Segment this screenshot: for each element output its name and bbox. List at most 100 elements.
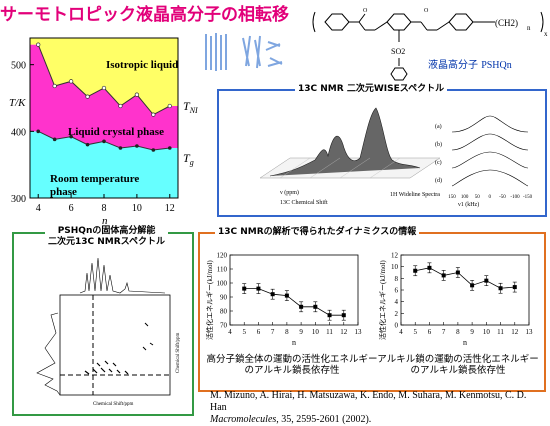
wise-axis-ppm: ν (ppm) [280,189,299,196]
tni-point [52,83,57,89]
liquid-crystal-region [30,44,178,150]
wise-tick-label: 150 [448,195,456,200]
wise-spectrum: ν (ppm) 13C Chemical Shift 1H Wideline S… [259,107,533,208]
room-temperature-region [30,131,178,198]
tg-point [85,142,90,147]
tni-point [36,42,41,47]
isotropic-region [30,38,178,115]
ea-xtick-label: 9 [470,328,474,336]
ea-point [327,313,332,318]
reference: M. Mizuno, A. Hirai, H. Matsuzawa, K. En… [210,390,527,425]
ea-xtick-label: 12 [511,328,519,336]
solid-axis-x: Chemical Shift/ppm [93,402,134,407]
ea-xtick-label: 9 [299,328,303,336]
ea-point [256,286,261,291]
ea-xtick-label: 5 [242,328,246,336]
page-title: サーモトロピック液晶高分子の相転移 [0,5,289,25]
tg-point [151,148,156,152]
ea-point [299,304,304,309]
tg-point [52,137,57,142]
ea-xtick-label: 11 [326,328,333,336]
solid-box-label: PSHQnの固体高分解能 二次元13C NMRスペクトル [45,226,169,248]
ea-point [270,292,275,297]
ea-ytick-label: 70 [220,322,228,330]
wise-trace [451,115,529,133]
ea-xtick-label: 8 [285,328,289,336]
phase-ylabel: T/K [9,97,26,109]
ea-xtick-label: 6 [428,328,432,336]
tni-label: TNI [183,99,198,115]
wise-trace-label: (c) [435,159,442,166]
ea-chart-alkyl: 0 2 4 6 8 10 12 4 5 6 7 8 9 10 11 12 13 活性化エネルギー(kJ/mol… [378,252,534,348]
phase-xtick-label: 12 [165,203,175,214]
ea-left-caption: 高分子鎖全体の運動の活性化エネルギー のアルキル鎖長依存性 [206,354,378,376]
tni-point [68,79,74,84]
ea-xtick-label: 13 [355,328,363,336]
wise-tick-label: -150 [523,195,533,200]
polymer-name: 液晶高分子 PSHQn [428,60,512,71]
ea-point [242,286,247,291]
wise-trace [451,133,529,151]
tni-point [85,94,90,99]
svg-text:O: O [424,8,429,14]
ea-xtick-label: 6 [257,328,261,336]
tg-point [118,146,123,150]
dynamics-box-label: 13C NMRの解析で得られたダイナミクスの情報 [215,227,420,238]
room-label-line1: Room temperature [50,173,139,185]
ea-ytick-label: 110 [217,266,228,274]
ea-xtick-label: 12 [340,328,348,336]
phase-xlabel: n [102,215,108,227]
ea-point [284,293,289,298]
tg-label: Tg [183,151,194,167]
wise-box-label: 13C NMR 二次元WISEスペクトル [295,84,448,95]
wise-tick-label: -100 [510,195,520,200]
phase-ytick-label: 300 [11,194,26,205]
ea-point [427,265,432,270]
chemical-structure: O O SO2 (CH2) n x [312,8,548,81]
ea-xtick-label: 10 [483,328,491,336]
ea-ytick-label: 100 [217,280,228,288]
ea-point [413,268,418,273]
ea-xtick-label: 4 [228,328,232,336]
ea-right-ylabel: 活性化エネルギー(kJ/mol) [378,260,387,340]
wise-tick-label: -50 [499,195,506,200]
solid-nmr-spectrum: Chemical Shift/ppm Chemical Shift/ppm [36,257,181,407]
ea-xtick-label: 7 [271,328,275,336]
lc-label: Liquid crystal phase [68,126,164,138]
wise-trace-label: (d) [435,177,442,184]
svg-text:O: O [363,8,368,14]
phase-xtick-label: 4 [36,203,41,214]
phase-ytick-label: 500 [11,61,26,72]
ea-right-xlabel: n [463,338,467,347]
ea-xtick-label: 4 [399,328,403,336]
wise-axis-khz: ν1 (kHz) [458,201,479,208]
tni-point [134,92,140,97]
wise-trace [451,169,529,187]
tg-point [36,129,41,134]
ea-ytick-label: 4 [395,298,399,306]
phase-xtick-label: 6 [69,203,74,214]
ea-ytick-label: 10 [391,263,399,271]
room-label-line2: phase [50,186,77,198]
wise-axis-y: 1H Wideline Spectra [390,192,440,198]
phase-chart: 300 400 500 4 6 8 10 12 T/K n Isotropic liquid… [9,37,198,227]
ch2-label: (CH2) [495,18,518,28]
ea-point [341,313,346,318]
ea-ytick-label: 0 [395,322,399,330]
ea-ytick-label: 90 [220,294,228,302]
subscript-n: n [527,24,531,32]
ea-left-ylabel: 活性化エネルギー(kJ/mol) [205,260,214,340]
ea-xtick-label: 7 [442,328,446,336]
ea-xtick-label: 5 [413,328,417,336]
tg-point [135,144,139,148]
wise-trace-label: (a) [435,123,442,130]
tg-point [102,139,106,144]
tni-point [101,85,107,91]
wise-trace-label: (b) [435,141,442,148]
subscript-x: x [544,30,548,38]
ea-point [484,278,489,283]
ea-xtick-label: 13 [526,328,534,336]
ea-point [470,283,475,288]
solid-axis-y: Chemical Shift/ppm [176,332,181,373]
wise-tick-label: 100 [461,195,469,200]
